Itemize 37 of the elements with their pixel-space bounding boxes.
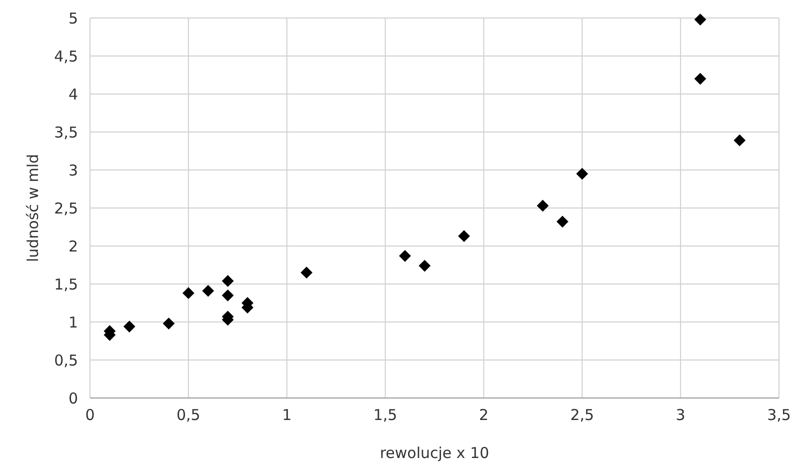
y-tick-label: 4	[68, 85, 78, 104]
x-tick-label: 2,5	[570, 406, 594, 424]
y-tick-label: 4,5	[54, 47, 78, 66]
y-tick-label: 0	[68, 389, 78, 408]
point	[222, 275, 234, 287]
x-tick-label: 0	[85, 406, 95, 424]
point	[418, 260, 431, 272]
point	[556, 216, 568, 228]
point	[300, 266, 312, 279]
y-tick-label: 1	[68, 313, 78, 332]
point	[694, 14, 706, 26]
point	[536, 200, 549, 212]
point	[162, 318, 175, 330]
point	[222, 289, 234, 302]
point	[202, 284, 214, 297]
y-axis-title: ludność w mld	[24, 154, 42, 262]
point	[734, 134, 746, 146]
point	[694, 72, 706, 85]
x-tick-label: 2	[478, 406, 488, 424]
y-tick-label: 2,5	[54, 199, 78, 218]
y-tick-label: 3,5	[54, 123, 78, 142]
x-tick-label: 3	[676, 406, 686, 424]
x-tick-label: 1,5	[373, 406, 398, 424]
point	[458, 230, 470, 242]
x-tick-label: 3,5	[767, 406, 791, 424]
point	[576, 168, 588, 180]
y-tick-label: 5	[68, 9, 78, 28]
point	[399, 250, 411, 262]
y-tick-label: 3	[68, 161, 78, 180]
point	[182, 287, 194, 300]
y-tick-label: 2	[68, 237, 78, 256]
x-tick-label: 1	[282, 406, 292, 424]
point	[123, 320, 136, 332]
y-tick-label: 0,5	[54, 351, 78, 370]
x-tick-label: 0,5	[176, 406, 200, 424]
y-tick-label: 1,5	[54, 275, 78, 294]
x-axis-title: rewolucje x 10	[380, 444, 490, 462]
